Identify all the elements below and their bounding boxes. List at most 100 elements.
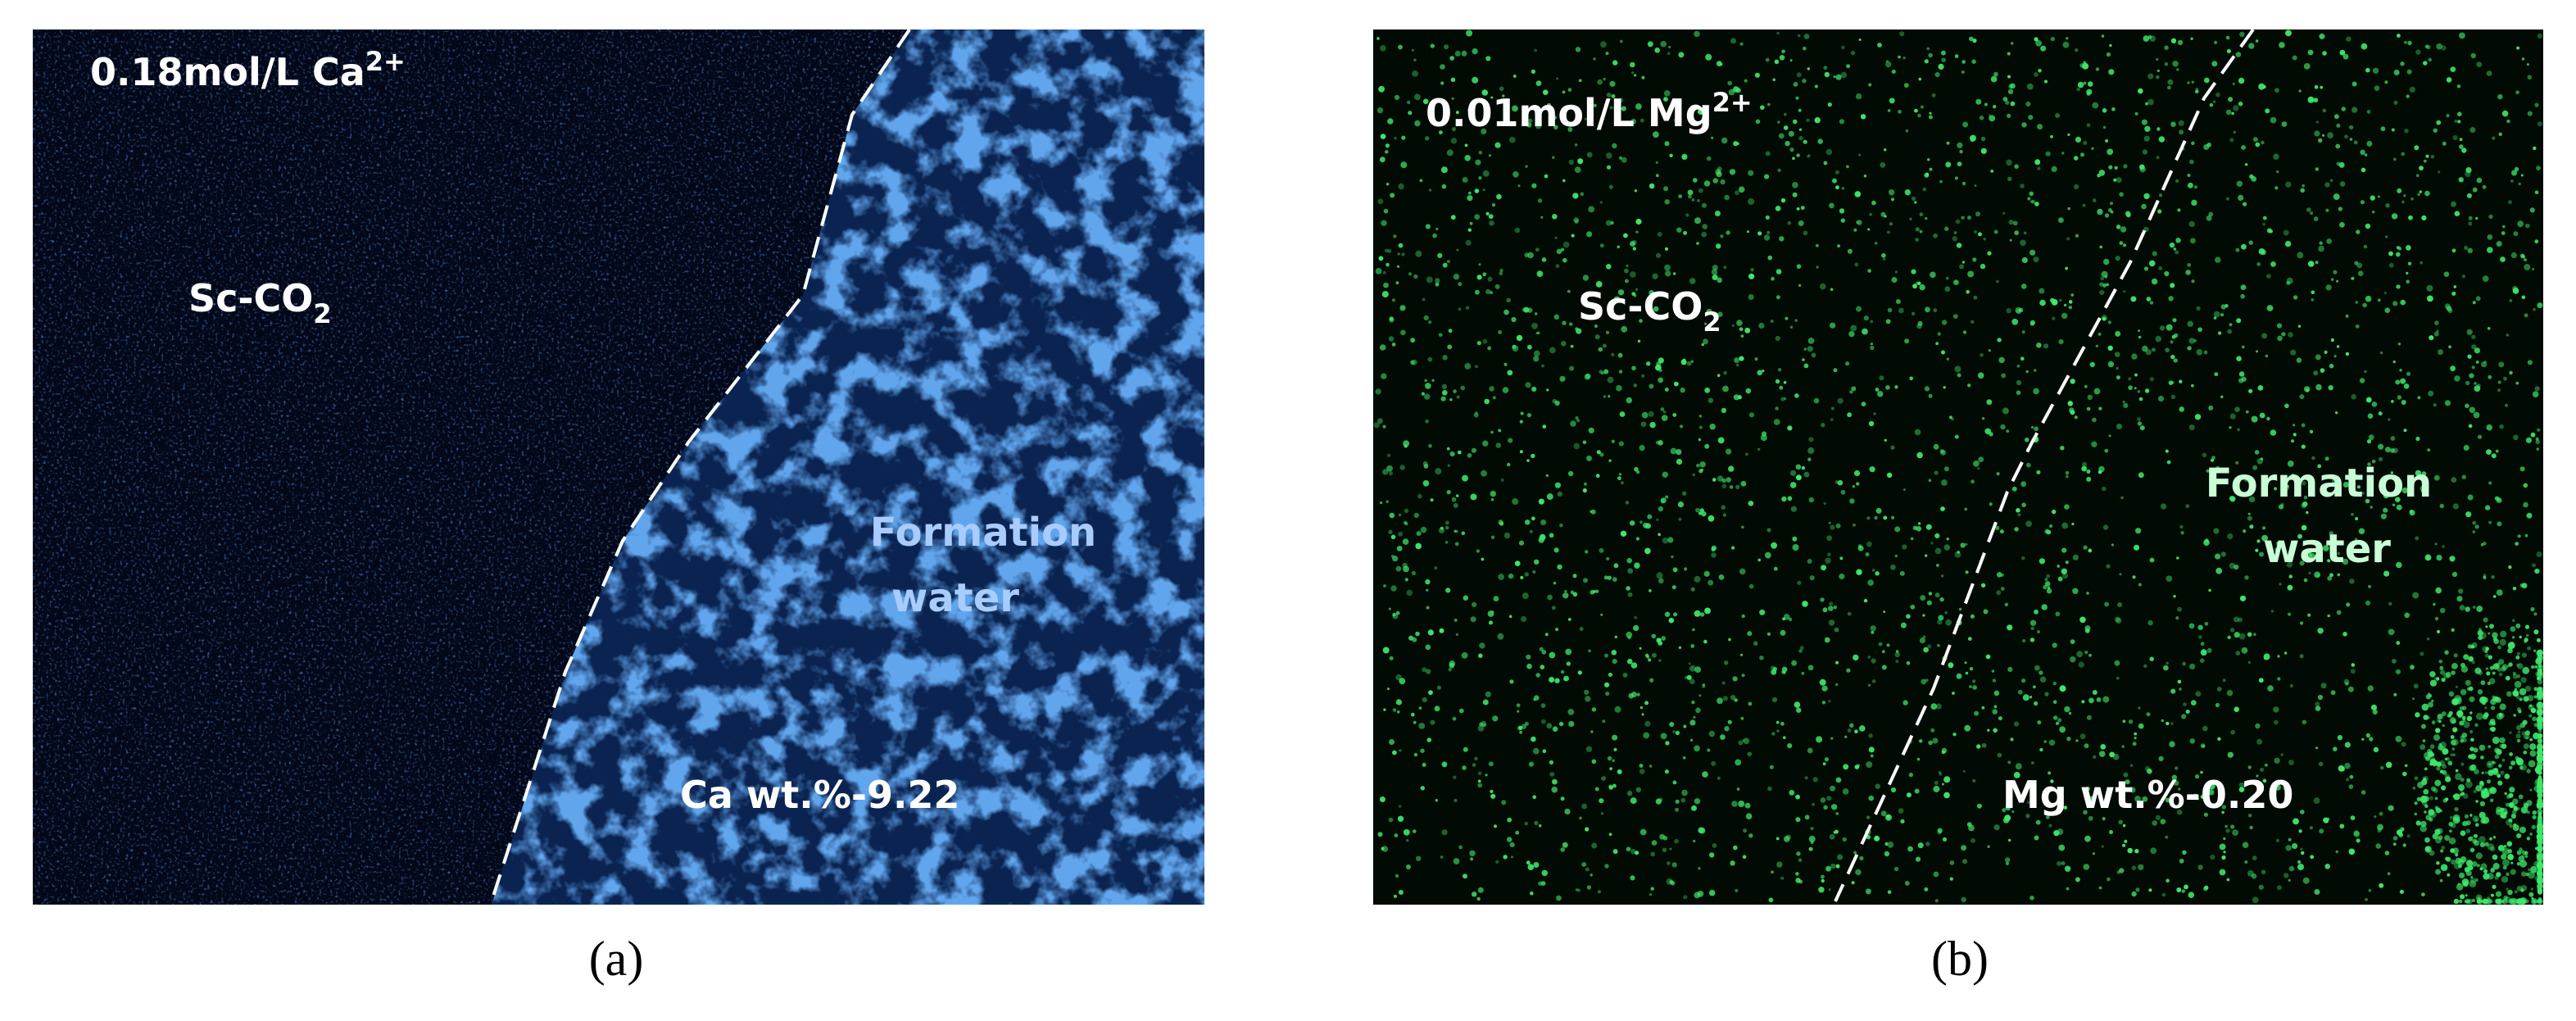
signal-dot (1776, 269, 1782, 275)
signal-dot (2528, 892, 2534, 897)
signal-dot (2439, 665, 2444, 670)
signal-dot (1534, 312, 1538, 315)
signal-dot (1798, 128, 1802, 131)
signal-dot (2523, 751, 2528, 755)
signal-dot (1440, 396, 1446, 402)
signal-dot (2176, 887, 2182, 892)
signal-dot (2020, 239, 2026, 247)
signal-dot (2513, 231, 2519, 237)
signal-dot (1538, 824, 1542, 828)
signal-dot (2467, 247, 2473, 253)
signal-dot (1406, 589, 1413, 597)
signal-dot (2083, 81, 2087, 85)
signal-dot (2469, 765, 2475, 772)
signal-dot (2075, 877, 2080, 883)
signal-dot (2191, 279, 2195, 284)
signal-dot (2215, 702, 2220, 708)
signal-dot (1574, 166, 1581, 174)
signal-dot (2123, 290, 2126, 293)
signal-dot (2420, 825, 2427, 833)
signal-dot (2001, 373, 2007, 379)
signal-dot (1993, 728, 1998, 733)
signal-dot (1600, 812, 1604, 815)
signal-dot (2248, 388, 2253, 393)
signal-dot (2424, 767, 2428, 771)
signal-dot (1689, 278, 1696, 284)
signal-dot (1396, 265, 1400, 268)
signal-dot (2516, 738, 2521, 743)
signal-dot (1643, 522, 1649, 529)
signal-dot (2323, 545, 2329, 551)
signal-dot (2391, 400, 2394, 403)
signal-dot (1885, 60, 1889, 63)
signal-dot (1777, 368, 1782, 372)
signal-dot (1972, 679, 1976, 683)
signal-dot (1785, 316, 1789, 320)
signal-dot (1914, 201, 1917, 204)
signal-dot (1821, 423, 1825, 428)
signal-dot (2152, 251, 2157, 256)
signal-dot (2453, 862, 2461, 869)
signal-dot (1660, 497, 1667, 504)
signal-dot (2484, 842, 2489, 846)
signal-dot (2248, 43, 2255, 49)
signal-dot (1447, 344, 1453, 350)
signal-dot (2383, 570, 2390, 577)
signal-dot (1630, 662, 1638, 669)
signal-dot (1455, 494, 1459, 497)
signal-dot (1639, 828, 1647, 836)
signal-dot (2492, 737, 2500, 744)
signal-dot (2469, 696, 2475, 702)
signal-dot (2187, 174, 2191, 177)
signal-dot (1644, 547, 1651, 555)
signal-dot (2229, 562, 2236, 569)
signal-dot (2070, 639, 2075, 644)
signal-dot (1454, 618, 1458, 622)
signal-dot (2491, 760, 2495, 765)
signal-dot (1890, 197, 1895, 202)
signal-dot (2503, 376, 2507, 381)
signal-dot (1475, 289, 1480, 295)
signal-dot (1848, 330, 1855, 338)
signal-dot (1453, 858, 1460, 864)
signal-dot (2185, 710, 2190, 714)
signal-dot (1511, 316, 1517, 323)
signal-dot (2506, 691, 2512, 697)
signal-dot (1422, 667, 1427, 673)
signal-dot (1658, 506, 1664, 512)
signal-dot (1411, 712, 1415, 717)
signal-dot (1863, 598, 1868, 603)
signal-dot (2512, 798, 2519, 805)
signal-dot (1820, 797, 1826, 803)
signal-dot (1482, 188, 1485, 192)
signal-dot (2165, 797, 2170, 803)
signal-dot (1855, 869, 1862, 876)
signal-dot (2261, 534, 2269, 542)
signal-dot (1803, 347, 1807, 351)
signal-dot (2538, 816, 2542, 820)
signal-dot (2466, 329, 2473, 335)
region-sub: 2 (313, 298, 331, 329)
signal-dot (1974, 184, 1977, 188)
signal-dot (1386, 262, 1390, 267)
signal-dot (2496, 241, 2502, 247)
signal-dot (2033, 685, 2036, 689)
signal-dot (2116, 225, 2121, 229)
signal-dot (2438, 170, 2441, 174)
signal-dot (1969, 36, 1974, 42)
signal-dot (1987, 728, 1990, 732)
signal-dot (1553, 116, 1557, 120)
signal-dot (1500, 478, 1504, 482)
signal-dot (2226, 49, 2231, 53)
signal-dot (1970, 614, 1975, 619)
signal-dot (2533, 612, 2537, 616)
signal-dot (2424, 554, 2432, 561)
signal-dot (2213, 316, 2217, 320)
signal-dot (1744, 802, 1751, 809)
signal-dot (2516, 651, 2520, 656)
signal-dot (1819, 678, 1826, 686)
signal-dot (2397, 247, 2402, 251)
signal-dot (2063, 805, 2068, 810)
signal-dot (1930, 703, 1938, 710)
signal-dot (1457, 450, 1462, 455)
